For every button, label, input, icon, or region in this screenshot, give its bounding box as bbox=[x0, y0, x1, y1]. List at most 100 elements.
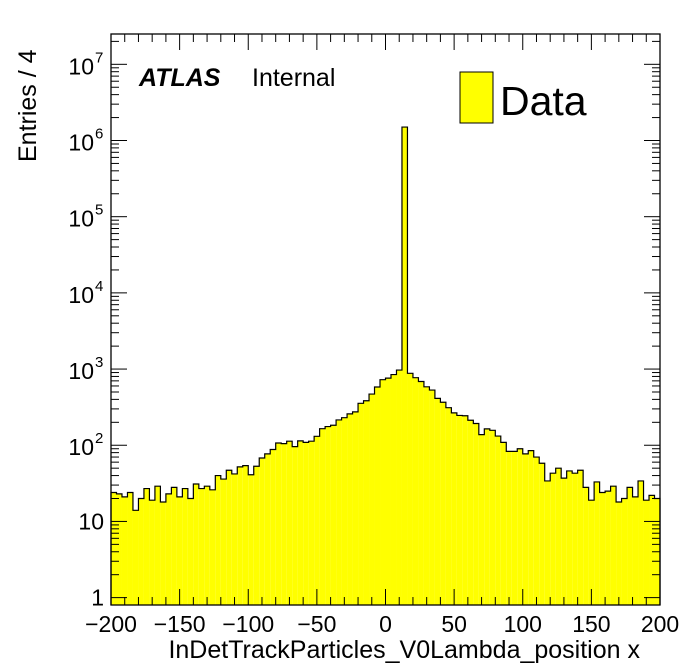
internal-label: Internal bbox=[252, 64, 335, 92]
x-tick-label: −150 bbox=[154, 611, 206, 637]
histogram-bar bbox=[649, 495, 655, 605]
histogram-bar bbox=[423, 386, 430, 605]
y-tick-exponent: 4 bbox=[95, 278, 103, 295]
histogram-bar bbox=[478, 434, 485, 605]
histogram-bar bbox=[363, 400, 370, 605]
histogram-bar bbox=[127, 492, 133, 605]
y-tick-exponent: 5 bbox=[95, 202, 103, 219]
x-tick-label: 0 bbox=[379, 611, 392, 637]
histogram-bar bbox=[456, 415, 463, 605]
histogram-bar bbox=[533, 457, 540, 605]
histogram-bar bbox=[347, 413, 353, 605]
histogram-bar bbox=[264, 453, 271, 605]
histogram-bar bbox=[643, 500, 650, 605]
histogram-bar bbox=[226, 470, 232, 605]
histogram-bar bbox=[407, 373, 413, 605]
histogram-bar bbox=[330, 425, 337, 605]
histogram-bars bbox=[110, 126, 661, 605]
histogram-bar bbox=[237, 466, 243, 605]
histogram-bar bbox=[352, 411, 359, 605]
histogram-bar bbox=[566, 470, 573, 605]
histogram-bar bbox=[550, 473, 556, 605]
histogram-bar bbox=[111, 492, 117, 605]
histogram-bar bbox=[610, 486, 617, 605]
histogram-bar bbox=[187, 498, 194, 605]
x-tick-label: −100 bbox=[222, 611, 274, 637]
y-tick-label: 10 bbox=[68, 358, 94, 384]
histogram-bar bbox=[275, 443, 282, 605]
histogram-bar bbox=[517, 448, 523, 605]
y-tick-exponent: 7 bbox=[95, 49, 103, 66]
legend-label-data: Data bbox=[500, 78, 587, 124]
histogram-bar bbox=[390, 374, 397, 605]
x-tick-label: 100 bbox=[504, 611, 542, 637]
histogram-bar bbox=[561, 478, 567, 605]
histogram-bar bbox=[231, 473, 238, 605]
histogram-bar bbox=[314, 436, 320, 605]
histogram-bar bbox=[434, 398, 441, 605]
histogram-bar bbox=[121, 496, 128, 605]
histogram-bar bbox=[462, 415, 468, 605]
histogram-bar bbox=[522, 453, 529, 605]
y-axis-title: Entries / 4 bbox=[14, 49, 42, 162]
atlas-label: ATLAS bbox=[138, 64, 221, 92]
histogram-bar bbox=[451, 412, 457, 605]
histogram-bar bbox=[412, 377, 419, 605]
histogram-bar bbox=[539, 463, 545, 605]
histogram-bar bbox=[506, 451, 512, 605]
histogram-bar bbox=[418, 381, 424, 605]
histogram-bar bbox=[165, 493, 172, 605]
histogram-bar bbox=[292, 446, 298, 605]
histogram-bar bbox=[259, 458, 265, 605]
histogram-bar bbox=[297, 440, 304, 605]
y-tick-exponent: 6 bbox=[95, 126, 103, 143]
histogram-bar bbox=[242, 465, 249, 605]
y-tick-label: 10 bbox=[78, 508, 104, 534]
legend-swatch bbox=[459, 71, 494, 124]
histogram-bar bbox=[116, 493, 122, 605]
histogram-bar bbox=[627, 487, 633, 605]
histogram-bar bbox=[286, 441, 293, 605]
histogram-bar bbox=[528, 450, 534, 605]
histogram-bar bbox=[511, 451, 518, 605]
histogram-bar bbox=[588, 500, 595, 605]
histogram-outline bbox=[110, 126, 661, 605]
histogram-bar bbox=[544, 480, 551, 605]
y-tick-exponent: 3 bbox=[95, 354, 103, 371]
histogram-bar bbox=[594, 481, 600, 605]
x-tick-label: 50 bbox=[441, 611, 467, 637]
histogram-bar bbox=[616, 501, 622, 605]
histogram-bar bbox=[473, 423, 479, 605]
histogram-bar bbox=[204, 486, 210, 605]
histogram-bar bbox=[555, 468, 562, 605]
histogram-bar bbox=[396, 370, 402, 605]
y-tick-label: 10 bbox=[68, 434, 94, 460]
histogram-bar bbox=[445, 407, 452, 605]
histogram-bar bbox=[385, 378, 391, 605]
x-axis-title: InDetTrackParticles_V0Lambda_position x bbox=[168, 636, 640, 664]
y-tick-label: 1 bbox=[91, 585, 104, 611]
histogram-bar bbox=[154, 486, 161, 605]
x-tick-labels: −200 −150 −100 −50 0 50 100 150 200 bbox=[85, 611, 679, 637]
histogram-bar bbox=[358, 403, 364, 605]
histogram-bar bbox=[215, 475, 221, 605]
histogram-bar bbox=[303, 442, 309, 605]
histogram-bar bbox=[484, 428, 490, 605]
histogram-bar bbox=[248, 474, 254, 605]
histogram-bar bbox=[638, 480, 644, 605]
histogram-bar bbox=[253, 466, 260, 605]
histogram-bar bbox=[160, 501, 166, 605]
histogram-bar bbox=[374, 387, 381, 605]
x-tick-label: −50 bbox=[297, 611, 336, 637]
histogram-bar bbox=[325, 426, 331, 605]
histogram-bar bbox=[621, 498, 628, 605]
histogram-bar bbox=[467, 420, 474, 605]
x-tick-label: 200 bbox=[641, 611, 679, 637]
histogram-bar bbox=[193, 483, 199, 605]
histogram-bar bbox=[308, 441, 315, 605]
histogram-bar bbox=[401, 127, 408, 605]
histogram-bar bbox=[369, 394, 375, 605]
histogram-bar bbox=[198, 488, 205, 605]
histogram-bar bbox=[380, 379, 386, 605]
